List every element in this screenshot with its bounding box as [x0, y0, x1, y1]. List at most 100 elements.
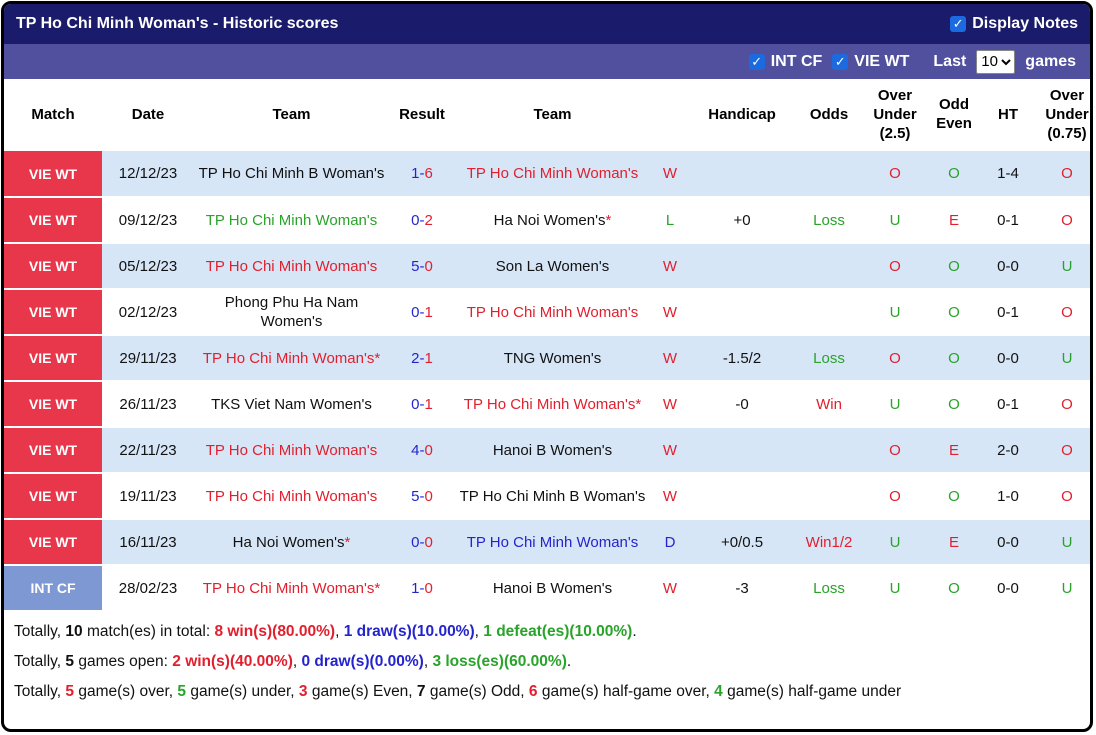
table-row: VIE WT 29/11/23 TP Ho Chi Minh Woman's* 2-1… — [4, 335, 1090, 383]
column-header: Team — [194, 79, 389, 152]
league-badge: VIE WT — [4, 473, 102, 521]
over-under-25-cell: O — [864, 243, 926, 291]
over-under-075-cell: O — [1034, 289, 1090, 337]
column-header: Odds — [794, 79, 864, 152]
vie-wt-toggle[interactable]: VIE WT — [832, 53, 909, 71]
result-cell: 0-1 — [389, 289, 455, 337]
handicap-cell: +0/0.5 — [690, 519, 794, 567]
over-under-075-cell: O — [1034, 381, 1090, 429]
league-badge: VIE WT — [4, 381, 102, 429]
home-score: 2 — [411, 349, 420, 367]
away-score: 1 — [424, 395, 433, 413]
over-under-25-cell: U — [864, 565, 926, 613]
home-score: 0 — [411, 211, 420, 229]
summary-segment: . — [566, 653, 572, 671]
over-under-25-cell: O — [864, 427, 926, 475]
checkbox-checked-icon[interactable] — [748, 53, 765, 70]
handicap-cell — [690, 289, 794, 337]
result-cell: 5-0 — [389, 473, 455, 521]
summary-segment: 5 — [65, 653, 75, 671]
over-under-075-cell: O — [1034, 473, 1090, 521]
summary-segment: , — [335, 623, 344, 641]
over-under-25-cell: O — [864, 473, 926, 521]
over-under-075-cell: U — [1034, 335, 1090, 383]
handicap-cell: -0 — [690, 381, 794, 429]
table-row: VIE WT 02/12/23 Phong Phu Ha Nam Women's 0-… — [4, 289, 1090, 337]
outcome-cell: W — [650, 289, 690, 337]
checkbox-checked-icon[interactable] — [832, 53, 849, 70]
date-cell: 02/12/23 — [102, 289, 194, 337]
away-team-cell: TP Ho Chi Minh Woman's — [455, 289, 650, 337]
team-name: TP Ho Chi Minh B Woman's — [198, 165, 385, 182]
column-header: Odd Even — [926, 79, 982, 152]
summary-segment: 10 — [65, 623, 83, 641]
home-team-cell: TKS Viet Nam Women's — [194, 381, 389, 429]
summary: Totally, 10 match(es) in total: 8 win(s)… — [4, 612, 1090, 707]
summary-segment: 1 defeat(es)(10.00%) — [483, 623, 633, 641]
table-row: VIE WT 26/11/23 TKS Viet Nam Women's 0-1 TP … — [4, 381, 1090, 429]
outcome-cell: W — [650, 565, 690, 613]
home-score: 0 — [411, 533, 420, 551]
checkbox-checked-icon[interactable] — [950, 16, 967, 32]
team-name: TP Ho Chi Minh Woman's — [202, 349, 375, 367]
odd-even-cell: O — [926, 473, 982, 521]
team-name: TP Ho Chi Minh Woman's — [466, 165, 639, 182]
summary-segment: 3 — [298, 683, 308, 701]
home-score: 5 — [411, 487, 420, 505]
odd-even-cell: O — [926, 565, 982, 613]
result-cell: 4-0 — [389, 427, 455, 475]
away-score: 0 — [424, 579, 433, 597]
date-cell: 12/12/23 — [102, 151, 194, 199]
team-name: Ha Noi Women's — [493, 211, 606, 229]
table-row: INT CF 28/02/23 TP Ho Chi Minh Woman's* 1-0… — [4, 565, 1090, 613]
team-star-marker: * — [374, 579, 381, 597]
summary-segment: game(s) Odd, — [425, 683, 529, 701]
over-under-25-cell: U — [864, 289, 926, 337]
summary-line: Totally, 10 match(es) in total: 8 win(s)… — [14, 617, 1080, 647]
over-under-25-cell: U — [864, 197, 926, 245]
column-header: Match — [4, 79, 102, 152]
last-games-select[interactable]: 10 — [976, 49, 1016, 74]
odds-cell: Loss — [794, 565, 864, 613]
odds-cell — [794, 243, 864, 291]
league-badge: VIE WT — [4, 289, 102, 337]
int-cf-toggle[interactable]: INT CF — [748, 53, 822, 71]
date-cell: 28/02/23 — [102, 565, 194, 613]
table-row: VIE WT 05/12/23 TP Ho Chi Minh Woman's 5-0 S… — [4, 243, 1090, 291]
summary-segment: game(s) half-game over, — [537, 683, 715, 701]
date-cell: 29/11/23 — [102, 335, 194, 383]
away-score: 1 — [424, 349, 433, 367]
away-score: 6 — [424, 165, 433, 182]
column-header: Over Under (0.75) — [1034, 79, 1090, 152]
summary-segment: 4 — [714, 683, 723, 701]
league-badge: INT CF — [4, 565, 102, 613]
handicap-cell — [690, 473, 794, 521]
odds-cell: Loss — [794, 335, 864, 383]
handicap-cell — [690, 151, 794, 199]
outcome-cell: D — [650, 519, 690, 567]
vie-wt-label: VIE WT — [854, 52, 910, 70]
history-table: Match Date Team Result Team Handicap Odds Over … — [4, 79, 1090, 613]
summary-segment: . — [632, 623, 637, 641]
filter-bar: INT CF VIE WT Last 10 games — [4, 44, 1090, 79]
result-cell: 1-0 — [389, 565, 455, 613]
display-notes-toggle[interactable]: Display Notes — [950, 15, 1078, 33]
display-notes-label: Display Notes — [972, 15, 1078, 32]
handicap-cell — [690, 427, 794, 475]
outcome-cell: W — [650, 381, 690, 429]
result-cell: 1-6 — [389, 151, 455, 199]
column-header: HT — [982, 79, 1034, 152]
team-name: Son La Women's — [495, 257, 610, 275]
odd-even-cell: E — [926, 427, 982, 475]
score-dash: - — [419, 303, 425, 321]
team-name: TNG Women's — [503, 349, 602, 367]
away-team-cell: Hanoi B Women's — [455, 565, 650, 613]
away-score: 2 — [424, 211, 433, 229]
home-team-cell: TP Ho Chi Minh Woman's — [194, 427, 389, 475]
odds-cell: Win — [794, 381, 864, 429]
summary-segment: game(s) under, — [186, 683, 299, 701]
summary-segment: games open: — [74, 653, 173, 671]
ht-cell: 0-1 — [982, 289, 1034, 337]
handicap-cell: -1.5/2 — [690, 335, 794, 383]
